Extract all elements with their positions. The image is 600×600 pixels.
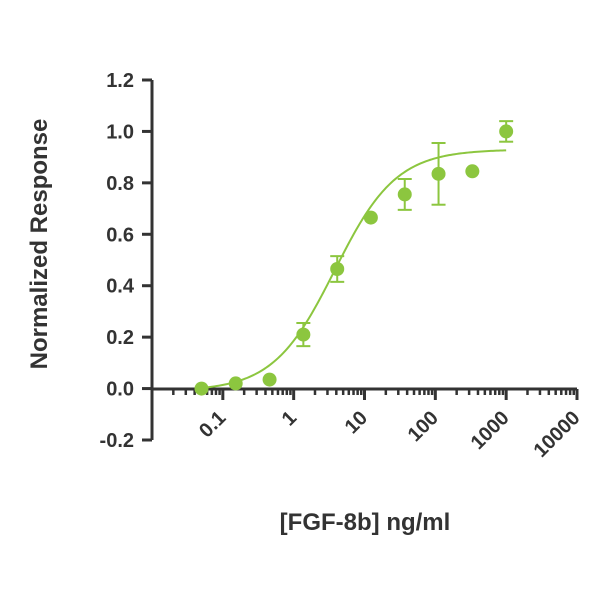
x-axis-title: [FGF-8b] ng/ml <box>280 509 451 536</box>
data-point <box>262 372 277 387</box>
data-point <box>296 327 311 342</box>
data-point <box>330 262 345 276</box>
data-point <box>363 210 378 225</box>
data-point <box>194 381 209 396</box>
x-tick-label: 1 <box>278 407 301 430</box>
data-point <box>465 164 480 179</box>
x-tick-label: 10 <box>341 407 372 438</box>
y-tick-label: 1.0 <box>106 121 134 143</box>
x-tick-label: 100 <box>404 407 443 446</box>
y-tick-label: 0.4 <box>106 276 135 298</box>
y-tick-label: 0.6 <box>106 224 134 246</box>
data-point <box>397 187 412 202</box>
y-tick-label: 0.0 <box>106 379 134 401</box>
y-axis-title: Normalized Response <box>26 119 53 370</box>
data-point <box>431 166 446 181</box>
y-tick-label: 0.8 <box>106 173 134 195</box>
x-tick-label: 10000 <box>530 407 585 462</box>
y-tick-label: -0.2 <box>100 430 134 452</box>
y-tick-label: 0.2 <box>106 327 134 349</box>
data-points-layer <box>194 120 514 396</box>
data-point <box>228 376 243 391</box>
x-tick-label: 1000 <box>467 407 514 454</box>
y-tick-label: 1.2 <box>106 70 134 92</box>
x-tick-label: 0.1 <box>195 407 230 442</box>
fit-curve-layer <box>201 149 507 389</box>
fit-curve <box>201 149 507 389</box>
data-point <box>499 124 514 139</box>
